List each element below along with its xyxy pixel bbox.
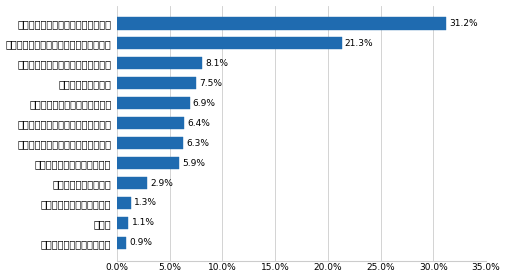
Bar (117, 57, 202, 70)
Bar (117, 157, 179, 169)
Text: 21.3%: 21.3% (344, 39, 373, 48)
Bar (117, 37, 341, 49)
Text: 1.1%: 1.1% (131, 219, 155, 227)
Text: 6.9%: 6.9% (192, 99, 216, 108)
Bar (117, 97, 189, 109)
Text: 31.2%: 31.2% (448, 19, 477, 28)
Text: 2.9%: 2.9% (150, 178, 173, 187)
Text: 5.9%: 5.9% (182, 158, 205, 168)
Text: 7.5%: 7.5% (199, 79, 222, 88)
Text: 6.3%: 6.3% (186, 139, 209, 148)
Bar (117, 77, 195, 90)
Bar (117, 17, 445, 29)
Bar (117, 137, 183, 149)
Bar (117, 237, 126, 249)
Text: 6.4%: 6.4% (187, 119, 210, 128)
Text: 1.3%: 1.3% (133, 198, 157, 207)
Text: 8.1%: 8.1% (205, 59, 228, 68)
Text: 0.9%: 0.9% (129, 238, 152, 247)
Bar (117, 217, 128, 229)
Bar (117, 177, 147, 189)
Bar (117, 117, 184, 129)
Bar (117, 197, 130, 209)
